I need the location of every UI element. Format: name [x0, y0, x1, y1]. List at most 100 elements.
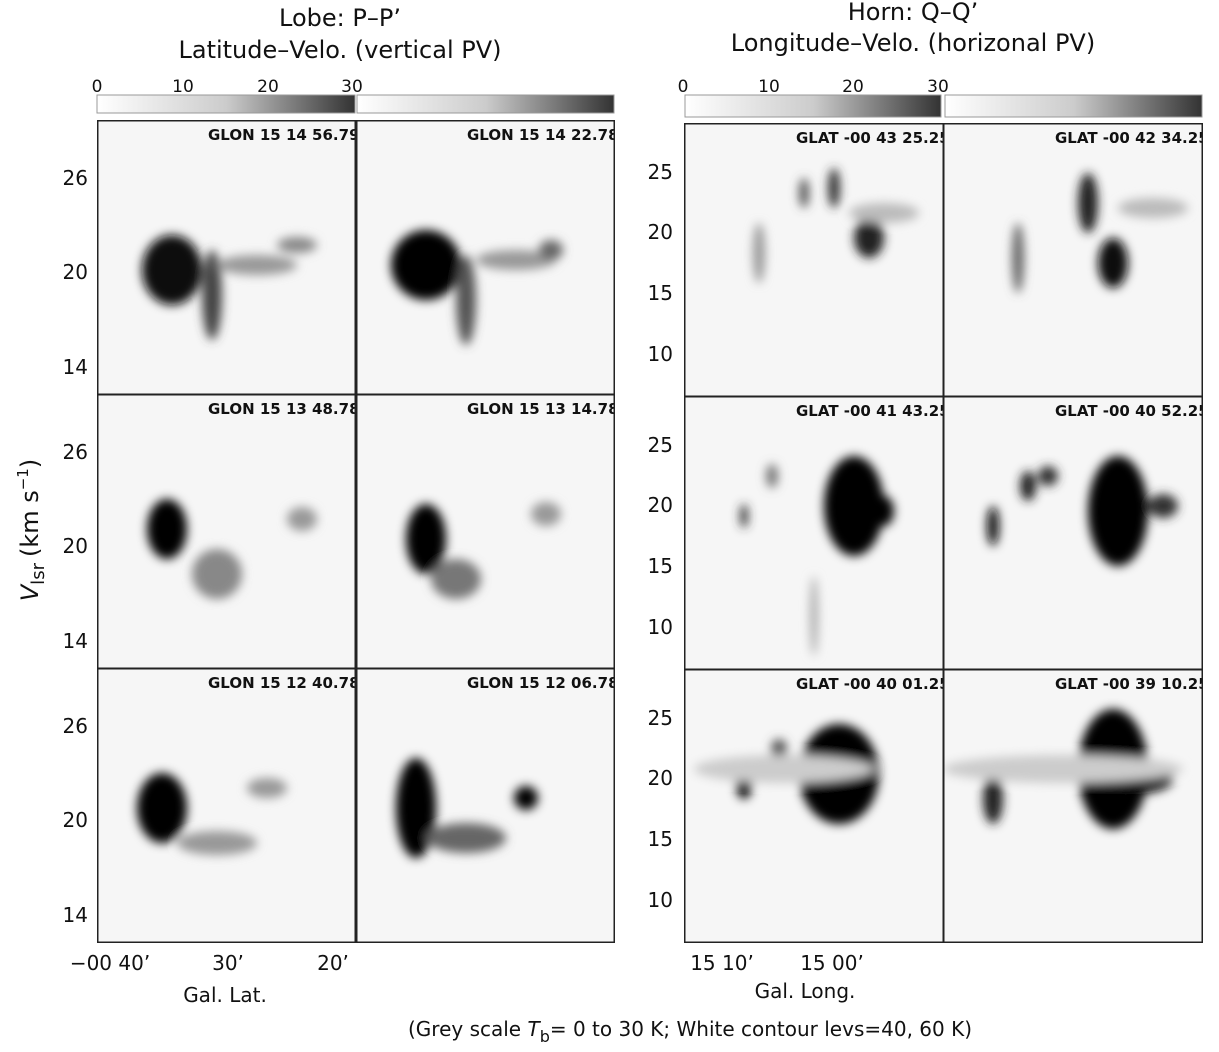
y-tick-label: 20	[63, 260, 88, 284]
y-label-close: )	[16, 459, 44, 468]
emission	[694, 755, 874, 783]
emission	[396, 758, 436, 858]
colorbar-tick-label: 10	[758, 77, 780, 97]
panel: GLAT -00 40 52.25	[943, 396, 1209, 670]
emission	[147, 499, 187, 559]
emission	[431, 559, 481, 599]
x-tick-label: 15 00’	[800, 951, 864, 975]
emission	[766, 464, 778, 488]
y-tick-label: 14	[63, 629, 88, 653]
emission	[202, 250, 222, 340]
y-tick-label: 26	[63, 440, 88, 464]
emission	[1118, 198, 1188, 218]
panel: GLON 15 14 22.78	[356, 120, 619, 395]
emission	[177, 831, 257, 855]
y-label-exponent: −1	[14, 468, 32, 490]
panel-label: GLAT -00 39 10.25	[1055, 675, 1209, 693]
panel: GLAT -00 39 10.25	[943, 669, 1209, 943]
emission	[943, 755, 1183, 783]
y-tick-label: 15	[648, 281, 673, 305]
emission	[539, 240, 563, 260]
emission	[426, 823, 506, 853]
emission	[137, 773, 187, 843]
panel-label: GLON 15 14 56.79	[208, 126, 360, 144]
panel-label: GLON 15 12 06.78	[467, 674, 619, 692]
panel: GLAT -00 42 34.25	[943, 123, 1203, 397]
caption-rest: = 0 to 30 K; White contour levs=40, 60 K…	[550, 1017, 972, 1041]
emission	[828, 168, 840, 208]
caption-symbol: T	[527, 1017, 541, 1041]
panel-label: GLAT -00 40 01.25	[796, 675, 950, 693]
panel-label: GLAT -00 40 52.25	[1055, 402, 1209, 420]
y-tick-label: 20	[648, 220, 673, 244]
y-tick-label: 25	[648, 706, 673, 730]
emission	[740, 504, 748, 528]
panel: GLON 15 13 14.78	[356, 394, 619, 669]
emission	[277, 237, 317, 253]
y-tick-label: 25	[648, 433, 673, 457]
emission	[1078, 173, 1098, 233]
panel: GLON 15 13 48.78	[97, 394, 356, 669]
y-tick-label: 20	[648, 493, 673, 517]
pv-image	[142, 235, 317, 340]
panel-label: GLON 15 13 14.78	[467, 400, 619, 418]
pv-image	[391, 230, 563, 345]
emission	[799, 178, 809, 208]
emission	[854, 218, 884, 258]
emission	[753, 223, 765, 283]
emission	[983, 774, 1003, 824]
colorbar	[96, 94, 356, 114]
panel-label: GLON 15 12 40.78	[208, 674, 360, 692]
panel: GLAT -00 43 25.25	[684, 123, 950, 397]
panel: GLON 15 14 56.79	[97, 120, 360, 395]
pv-image	[396, 758, 538, 858]
panel-frame	[356, 668, 615, 943]
emission	[1098, 238, 1128, 288]
panel-label: GLON 15 14 22.78	[467, 126, 619, 144]
colorbar-tick-label: 30	[341, 77, 363, 97]
emission	[514, 786, 538, 810]
emission	[1012, 223, 1024, 293]
pv-image	[137, 773, 287, 855]
panel: GLON 15 12 40.78	[97, 668, 360, 943]
y-tick-label: 26	[63, 714, 88, 738]
y-tick-label: 15	[648, 827, 673, 851]
pv-image	[987, 456, 1178, 566]
emission	[192, 549, 242, 599]
emission	[456, 255, 476, 345]
left-title: Lobe: P–P’	[279, 4, 401, 32]
y-tick-label: 26	[63, 166, 88, 190]
right-title: Horn: Q–Q’	[848, 0, 979, 26]
emission	[849, 203, 919, 223]
y-tick-label: 20	[63, 808, 88, 832]
y-label-unit: (km s	[16, 490, 44, 557]
y-tick-label: 14	[63, 355, 88, 379]
colorbar	[944, 94, 1203, 118]
left-subtitle: Latitude–Velo. (vertical PV)	[178, 36, 501, 64]
emission	[824, 456, 884, 556]
colorbar	[684, 94, 942, 118]
colorbar-tick-label: 0	[92, 77, 103, 97]
pv-image	[694, 724, 879, 824]
x-tick-label: −00 40’	[70, 951, 150, 975]
panel-frame	[97, 668, 356, 943]
y-label-subscript: lsr	[28, 562, 49, 584]
colorbar-tick-label: 20	[842, 77, 864, 97]
emission	[247, 778, 287, 798]
x-tick-label: 20’	[317, 951, 349, 975]
y-label: Vlsr (km s−1)	[14, 459, 49, 601]
panel-label: GLAT -00 41 43.25	[796, 402, 950, 420]
panel-background	[97, 668, 356, 943]
panel-label: GLAT -00 43 25.25	[796, 129, 950, 147]
y-tick-label: 20	[63, 534, 88, 558]
y-tick-label: 10	[648, 615, 673, 639]
panel-background	[97, 120, 356, 395]
panel-background	[97, 394, 356, 669]
caption-subscript: b	[540, 1027, 550, 1046]
colorbar-tick-label: 10	[172, 77, 194, 97]
emission	[287, 507, 317, 531]
emission	[1088, 456, 1148, 566]
x-label: Gal. Lat.	[183, 983, 267, 1007]
y-label-symbol: V	[16, 583, 44, 601]
